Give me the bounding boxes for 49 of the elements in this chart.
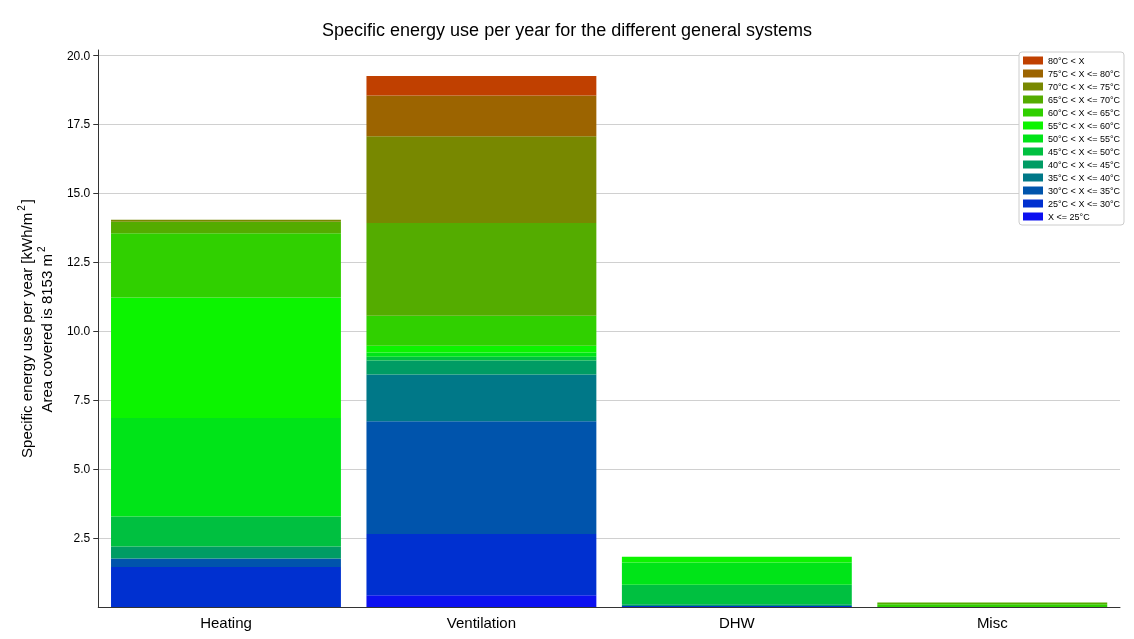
bar [366, 421, 597, 534]
y-tick-label: 20.0 [66, 48, 91, 63]
x-tick-label: Heating [200, 614, 252, 631]
legend-label: 55°C < X <= 60°C [1048, 120, 1121, 131]
bar [111, 516, 341, 547]
bar [621, 584, 852, 605]
legend-label: 70°C < X <= 75°C [1048, 81, 1121, 92]
x-tick-label: Ventilation [446, 614, 517, 631]
bar [366, 374, 597, 422]
y-tick-label: 2.5 [73, 531, 91, 546]
legend-label: 75°C < X <= 80°C [1048, 68, 1121, 79]
bar [366, 352, 597, 357]
legend-label: 35°C < X <= 40°C [1048, 172, 1121, 183]
legend-label: 30°C < X <= 35°C [1048, 185, 1121, 196]
bar [366, 136, 597, 223]
legend-label: 65°C < X <= 70°C [1048, 94, 1121, 105]
y-tick-label: 17.5 [66, 117, 91, 132]
bar [366, 95, 597, 137]
bar [111, 233, 341, 298]
legend-label: X <= 25°C [1048, 211, 1091, 222]
bar [111, 221, 341, 234]
x-tick-label: Misc [976, 614, 1009, 631]
y-tick-label: 12.5 [66, 255, 91, 270]
legend-label: 45°C < X <= 50°C [1048, 146, 1121, 157]
chart-title: Specific energy use per year for the different general systems [322, 20, 812, 40]
y-tick-label: 10.0 [66, 324, 91, 339]
bar [111, 418, 341, 517]
bar [366, 345, 597, 353]
bar [111, 546, 341, 559]
y-tick-label: 15.0 [66, 186, 91, 201]
bar [111, 558, 341, 568]
y-tick-label: 5.0 [73, 462, 91, 477]
bar [366, 75, 597, 96]
legend-label: 60°C < X <= 65°C [1048, 107, 1121, 118]
x-tick-label: DHW [718, 614, 756, 631]
bar [366, 533, 597, 596]
legend-label: 40°C < X <= 45°C [1048, 159, 1121, 170]
bar [621, 562, 852, 585]
y-tick-label: 7.5 [73, 393, 91, 408]
bar [366, 595, 597, 607]
bar [111, 567, 341, 607]
bar [111, 297, 341, 419]
bar [366, 315, 597, 346]
legend-label: 25°C < X <= 30°C [1048, 198, 1121, 209]
bar [366, 360, 597, 375]
bar [621, 556, 852, 563]
legend-label: 80°C < X [1048, 55, 1085, 66]
legend-label: 50°C < X <= 55°C [1048, 133, 1121, 144]
bar [366, 222, 597, 316]
